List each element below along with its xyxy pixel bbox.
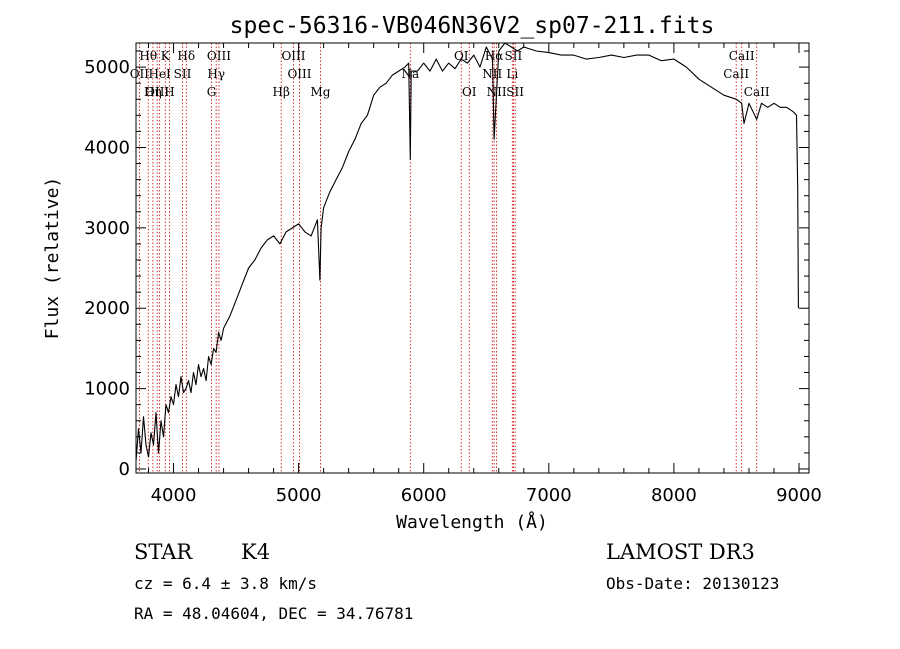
line-label: Na: [402, 67, 420, 81]
object-subclass: K4: [241, 540, 271, 564]
line-label: OIII: [281, 49, 305, 63]
coordinates: RA = 48.04604, DEC = 34.76781: [134, 604, 414, 623]
y-tick-label: 2000: [84, 298, 130, 319]
line-label: OIII: [145, 85, 169, 99]
line-label: OI: [454, 49, 469, 63]
object-class: STAR: [134, 540, 193, 564]
line-label: CaII: [723, 67, 749, 81]
y-tick-label: 1000: [84, 379, 130, 400]
y-tick-label: 4000: [84, 137, 130, 158]
y-axis-label: Flux (relative): [42, 177, 63, 340]
line-label: Mg: [311, 85, 331, 99]
line-label: OIII: [287, 67, 311, 81]
line-label: SII: [506, 85, 524, 99]
x-tick-label: 5000: [276, 485, 322, 506]
line-label: Hθ: [139, 49, 157, 63]
line-label: NII: [487, 85, 507, 99]
x-tick-label: 7000: [526, 485, 572, 506]
line-label: Hη: [144, 85, 162, 99]
line-label: SII: [174, 67, 192, 81]
chart-title: spec-56316-VB046N36V2_sp07-211.fits: [230, 13, 715, 39]
line-label: OI: [462, 85, 477, 99]
x-tick-label: 9000: [776, 485, 822, 506]
line-label: OIII: [207, 49, 231, 63]
line-label: Hδ: [177, 49, 195, 63]
line-label: CaII: [729, 49, 755, 63]
line-label: Hα: [485, 49, 504, 63]
plot-frame: [135, 42, 810, 474]
line-label: K: [161, 49, 171, 63]
line-label: CaII: [744, 85, 770, 99]
observation-date: Obs-Date: 20130123: [606, 574, 780, 593]
y-axis-ticks: 0 1000 2000 3000 4000 5000: [84, 50, 809, 480]
line-label: OII: [130, 67, 150, 81]
y-tick-label: 0: [119, 459, 130, 480]
x-tick-label: 8000: [651, 485, 697, 506]
line-label: SII: [505, 49, 523, 63]
line-label: Li: [506, 67, 518, 81]
redshift-value: cz = 6.4 ± 3.8 km/s: [134, 574, 318, 593]
spectral-line-markers: [138, 43, 758, 473]
x-axis-label: Wavelength (Å): [396, 511, 548, 533]
y-tick-label: 3000: [84, 218, 130, 239]
line-label: G: [207, 85, 217, 99]
x-tick-label: 6000: [401, 485, 447, 506]
y-tick-label: 5000: [84, 57, 130, 78]
survey-name: LAMOST DR3: [606, 540, 755, 564]
line-label: H: [164, 85, 174, 99]
line-label: Hγ: [207, 67, 225, 81]
line-label: Hβ: [273, 85, 290, 99]
spectrum-line: [135, 42, 799, 461]
x-tick-label: 4000: [151, 485, 197, 506]
x-axis-ticks: 4000 5000 6000 7000 8000 9000: [148, 43, 822, 506]
line-label: NII: [482, 67, 502, 81]
line-label: HeI: [148, 67, 171, 81]
